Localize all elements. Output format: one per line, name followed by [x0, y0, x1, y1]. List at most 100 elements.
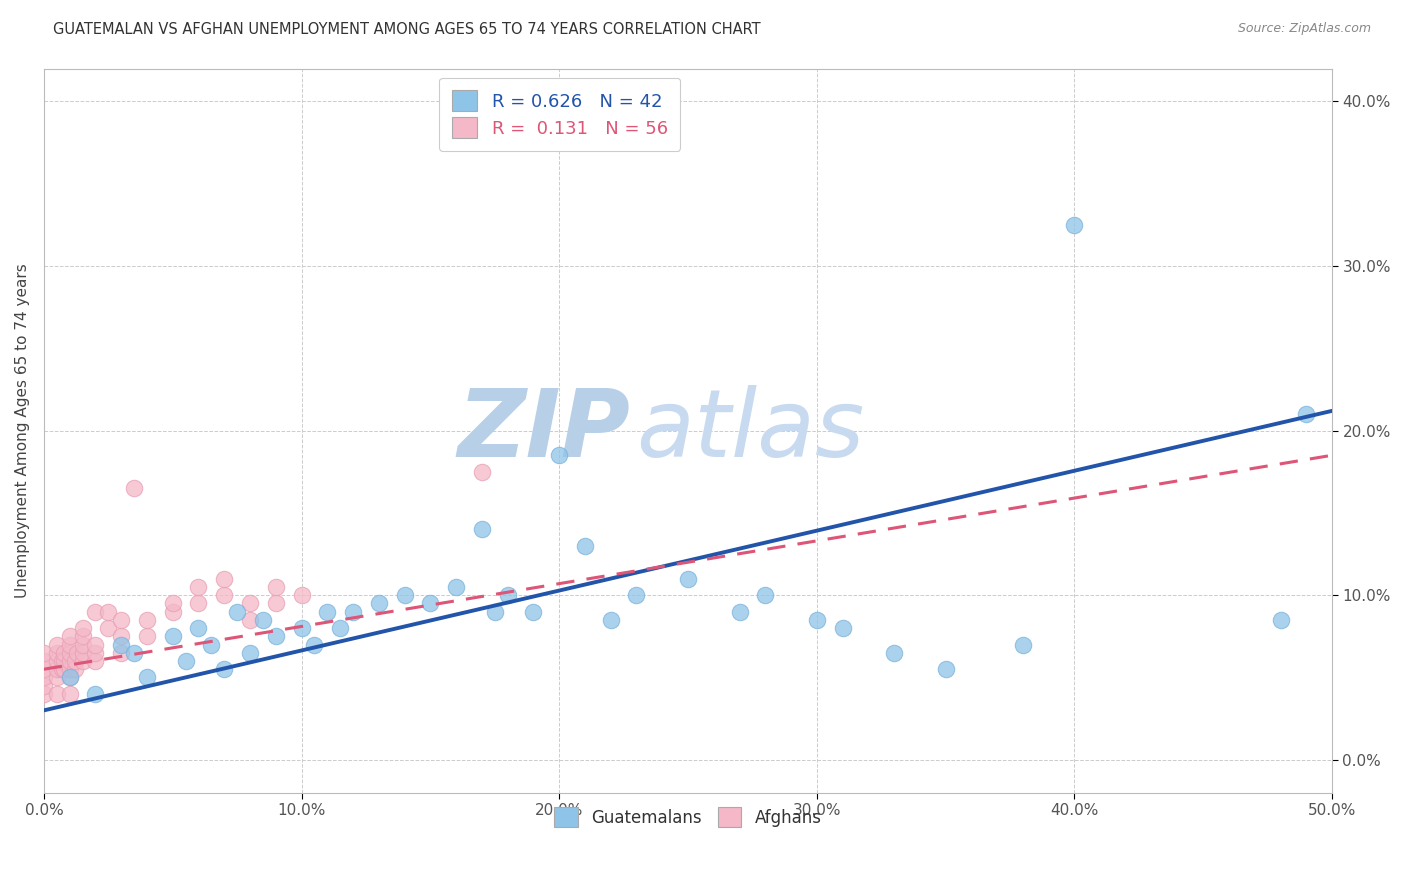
Point	[59, 662, 82, 676]
Point	[53, 646, 76, 660]
Point	[45, 646, 67, 660]
Point	[239, 613, 262, 627]
Point	[84, 638, 107, 652]
Point	[935, 662, 957, 676]
Point	[45, 687, 67, 701]
Point	[239, 646, 262, 660]
Point	[239, 596, 262, 610]
Point	[72, 629, 94, 643]
Point	[32, 679, 55, 693]
Point	[1012, 638, 1035, 652]
Point	[187, 596, 209, 610]
Point	[72, 646, 94, 660]
Point	[59, 670, 82, 684]
Point	[200, 638, 222, 652]
Point	[59, 654, 82, 668]
Point	[110, 613, 132, 627]
Point	[32, 646, 55, 660]
Point	[728, 605, 751, 619]
Point	[1270, 613, 1292, 627]
Point	[136, 629, 159, 643]
Point	[444, 580, 467, 594]
Point	[394, 588, 416, 602]
Point	[174, 654, 197, 668]
Point	[72, 654, 94, 668]
Point	[53, 662, 76, 676]
Point	[84, 654, 107, 668]
Point	[162, 629, 184, 643]
Point	[1295, 407, 1317, 421]
Point	[51, 654, 73, 668]
Point	[548, 448, 571, 462]
Point	[290, 588, 312, 602]
Point	[212, 572, 235, 586]
Point	[84, 646, 107, 660]
Text: Source: ZipAtlas.com: Source: ZipAtlas.com	[1237, 22, 1371, 36]
Point	[484, 605, 506, 619]
Point	[496, 588, 519, 602]
Point	[66, 646, 89, 660]
Point	[84, 605, 107, 619]
Point	[754, 588, 776, 602]
Point	[45, 654, 67, 668]
Point	[316, 605, 339, 619]
Point	[97, 621, 120, 635]
Point	[342, 605, 364, 619]
Point	[32, 654, 55, 668]
Text: ZIP: ZIP	[457, 384, 630, 476]
Point	[626, 588, 648, 602]
Point	[45, 670, 67, 684]
Text: GUATEMALAN VS AFGHAN UNEMPLOYMENT AMONG AGES 65 TO 74 YEARS CORRELATION CHART: GUATEMALAN VS AFGHAN UNEMPLOYMENT AMONG …	[53, 22, 761, 37]
Point	[187, 580, 209, 594]
Point	[72, 621, 94, 635]
Point	[51, 662, 73, 676]
Point	[831, 621, 853, 635]
Point	[162, 596, 184, 610]
Point	[522, 605, 544, 619]
Point	[53, 654, 76, 668]
Point	[59, 646, 82, 660]
Text: atlas: atlas	[637, 385, 865, 476]
Point	[471, 522, 494, 536]
Point	[122, 481, 145, 495]
Point	[84, 687, 107, 701]
Point	[136, 670, 159, 684]
Point	[122, 646, 145, 660]
Y-axis label: Unemployment Among Ages 65 to 74 years: Unemployment Among Ages 65 to 74 years	[15, 263, 30, 598]
Point	[110, 629, 132, 643]
Legend: Guatemalans, Afghans: Guatemalans, Afghans	[546, 799, 830, 835]
Point	[59, 629, 82, 643]
Point	[110, 646, 132, 660]
Point	[32, 670, 55, 684]
Point	[599, 613, 621, 627]
Point	[419, 596, 441, 610]
Point	[187, 621, 209, 635]
Point	[32, 687, 55, 701]
Point	[212, 588, 235, 602]
Point	[72, 638, 94, 652]
Point	[162, 605, 184, 619]
Point	[1063, 218, 1085, 232]
Point	[883, 646, 905, 660]
Point	[32, 662, 55, 676]
Point	[252, 613, 274, 627]
Point	[290, 621, 312, 635]
Point	[304, 638, 326, 652]
Point	[264, 629, 287, 643]
Point	[676, 572, 699, 586]
Point	[264, 596, 287, 610]
Point	[212, 662, 235, 676]
Point	[59, 687, 82, 701]
Point	[45, 662, 67, 676]
Point	[63, 662, 86, 676]
Point	[226, 605, 249, 619]
Point	[329, 621, 352, 635]
Point	[471, 465, 494, 479]
Point	[264, 580, 287, 594]
Point	[97, 605, 120, 619]
Point	[63, 654, 86, 668]
Point	[136, 613, 159, 627]
Point	[110, 638, 132, 652]
Point	[574, 539, 596, 553]
Point	[59, 638, 82, 652]
